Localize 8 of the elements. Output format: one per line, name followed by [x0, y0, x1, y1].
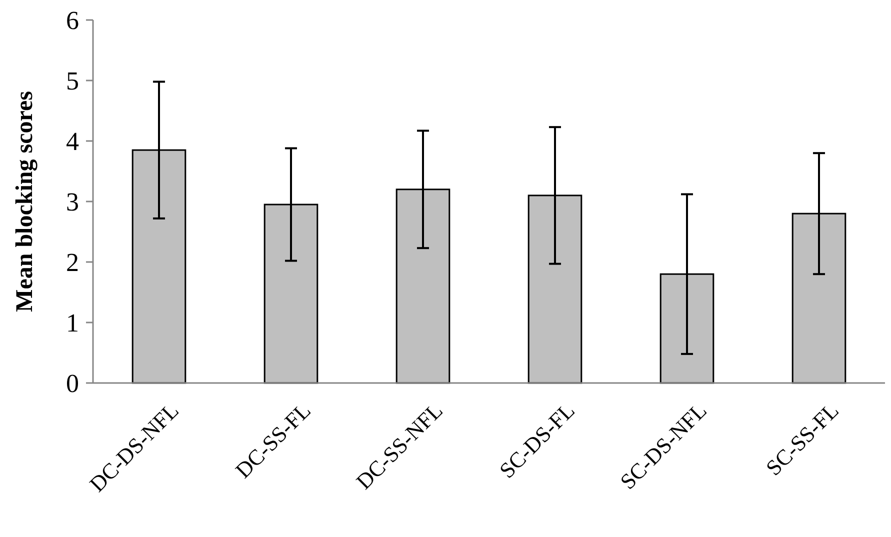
y-tick-label: 2: [66, 248, 79, 278]
y-tick-label: 6: [66, 6, 79, 36]
y-tick-label: 0: [66, 369, 79, 398]
y-tick-label: 5: [66, 66, 79, 96]
y-tick-label: 3: [66, 188, 79, 217]
y-tick-label: 4: [66, 127, 79, 156]
y-tick-label: 1: [66, 308, 79, 338]
y-axis-title: Mean blocking scores: [12, 91, 38, 312]
